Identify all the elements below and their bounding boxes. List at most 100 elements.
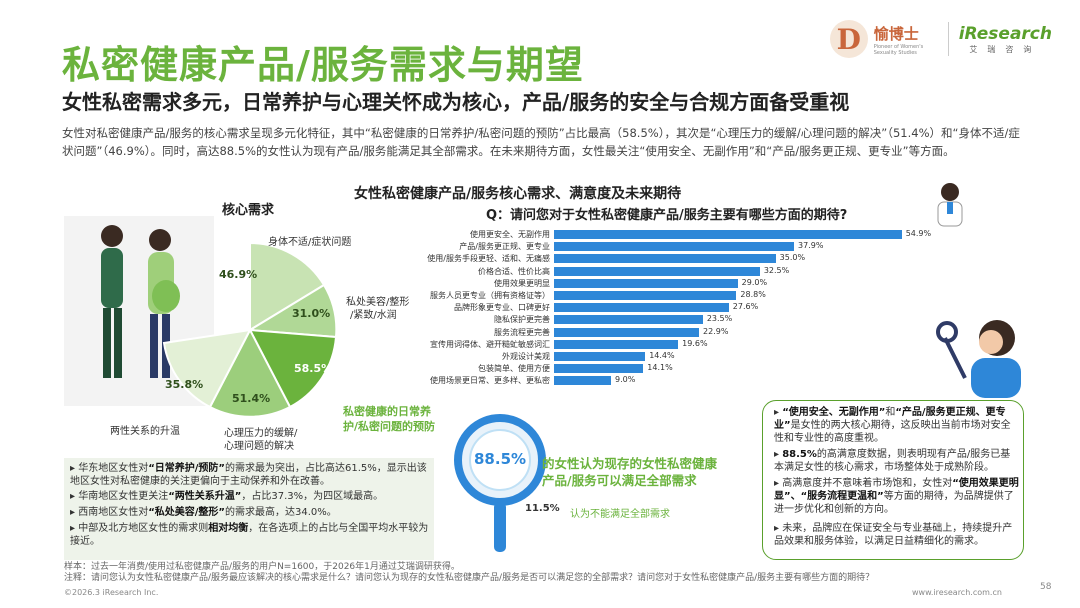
bar-value-label: 9.0%	[615, 375, 636, 385]
region-central-pre: 中部及北方地区女性的需求则	[78, 523, 209, 534]
intro-paragraph: 女性对私密健康产品/服务的核心需求呈现多元化特征，其中“私密健康的日常养护/私密…	[62, 126, 1020, 158]
bar-category-label: 产品/服务更正规、更专业	[459, 242, 550, 252]
insight-2: ▸ 88.5%的高满意度数据，则表明现有产品/服务已基本满足女性的核心需求，市场…	[774, 449, 1011, 473]
pie-slice-daily	[248, 328, 338, 409]
bar-value-label: 37.9%	[798, 241, 824, 251]
insight-1-bold1: “使用安全、无副作用”	[782, 407, 886, 418]
pie-cat-daily-2: 护/私密问题的预防	[343, 420, 436, 433]
iresearch-name-cn: 艾瑞咨询	[969, 44, 1042, 54]
satisfied-line-2: 产品/服务可以满足全部需求	[542, 473, 697, 488]
footnote-note: 注释：请问您认为女性私密健康产品/服务最应该解决的核心需求是什么？请问您认为现存…	[64, 573, 875, 583]
region-central-post: ，在各选项上的占比与全国平均水平较为接近。	[70, 523, 429, 547]
chart-section-title: 女性私密健康产品/服务核心需求、满意度及未来期待	[354, 186, 682, 202]
bar-track: 32.5%	[554, 265, 800, 276]
page-number: 58	[1040, 582, 1052, 592]
region-finding-east: ▸ 华东地区女性对“日常养护/预防”的需求最为突出，占比高达61.5%，显示出该…	[70, 463, 427, 487]
region-east-bold: “日常养护/预防”	[148, 463, 225, 474]
bar-category-label: 包装简单、使用方便	[478, 364, 550, 374]
bar-value-label: 14.4%	[649, 351, 675, 360]
satisfied-description: 的女性认为现存的女性私密健康 产品/服务可以满足全部需求	[542, 455, 717, 489]
bar-mark	[554, 364, 644, 374]
region-south-post: ，占比37.3%，为四区域最高。	[241, 491, 384, 502]
bar-track: 28.8%	[554, 290, 776, 300]
pie-cat-daily: 私密健康的日常养 护/私密问题的预防	[343, 404, 435, 434]
bar-row: 外观设计美观 14.4%	[380, 351, 685, 362]
bar-row: 服务流程更完善 22.9%	[380, 327, 739, 338]
unsatisfied-percent: 11.5%	[525, 503, 560, 514]
satisfied-line-1: 的女性认为现存的女性私密健康	[542, 456, 718, 471]
bar-mark	[554, 266, 760, 276]
insight-4: ▸ 未来，品牌应在保证安全与专业基础上，持续提升产品效果和服务体验，以满足日益精…	[774, 523, 1013, 547]
pie-cat-relation: 两性关系的升温	[110, 426, 180, 437]
page-title: 私密健康产品/服务需求与期望	[62, 43, 584, 87]
bar-value-label: 28.8%	[740, 290, 766, 299]
insight-1-post: 是女性的两大核心期待，这反映出当前市场对安全性和专业性的高度重视。	[774, 420, 1011, 444]
pie-slice-relation	[162, 328, 252, 409]
pie-cat-beauty-1: 私处美容/整形	[346, 297, 410, 308]
insight-3-bold2: “使用效果更明显”、“服务流程更温和”	[774, 478, 1019, 502]
brand-logo-icon: D	[829, 20, 868, 58]
pie-cat-daily-1: 私密健康的日常养	[343, 405, 431, 418]
pie-value-beauty: 31.0%	[292, 307, 331, 320]
bar-row: 价格合适、性价比高 32.5%	[380, 266, 800, 277]
bar-mark	[554, 327, 700, 337]
bar-row: 使用效果更明显 29.0%	[380, 278, 778, 289]
iresearch-logo: iResearch 艾瑞咨询	[959, 24, 1052, 55]
insight-1-mid: 和	[885, 407, 896, 418]
insight-1-bold2: “产品/服务更正规、更专业”	[774, 407, 1006, 431]
region-southwest-pre: 西南地区女性对	[78, 507, 149, 518]
region-south-bold: “两性关系升温”	[168, 491, 242, 502]
bar-category-label: 价格合适、性价比高	[478, 266, 550, 276]
bar-track: 9.0%	[554, 375, 651, 386]
bar-row: 服务人员更专业（拥有资格证等） 28.8%	[380, 290, 776, 301]
core-needs-label: 核心需求	[222, 203, 275, 218]
brand-logo-text: 愉博士 Pioneer of Women's Sexuality Studies	[874, 23, 938, 56]
bar-track: 54.9%	[554, 229, 942, 239]
bar-category-label: 隐私保护更完善	[494, 315, 550, 325]
logo-group: D 愉博士 Pioneer of Women's Sexuality Studi…	[829, 20, 1052, 58]
bar-mark	[554, 303, 729, 313]
bar-value-label: 35.0%	[779, 253, 806, 263]
regional-findings-box	[64, 458, 434, 560]
pie-value-mental: 51.4%	[232, 392, 271, 405]
bar-value-label: 27.6%	[732, 302, 759, 312]
bar-track: 37.9%	[554, 241, 834, 252]
satisfied-percent: 88.5%	[474, 450, 527, 468]
bar-category-label: 服务人员更专业（拥有资格证等）	[430, 291, 550, 300]
bar-mark	[554, 278, 738, 288]
region-southwest-post: 的需求最高，达34.0%。	[225, 507, 337, 518]
pie-value-relation: 35.8%	[165, 378, 204, 391]
region-finding-southwest: ▸ 西南地区女性对“私处美容/整形”的需求最高，达34.0%。	[70, 507, 337, 518]
bar-row: 使用/服务手段更轻、适和、无痛感 35.0%	[380, 253, 816, 264]
bar-track: 35.0%	[554, 253, 816, 264]
doctor-icon	[937, 183, 963, 227]
website-link[interactable]: www.iresearch.com.cn	[912, 588, 1002, 597]
brand-name-cn: 愉博士	[873, 24, 919, 43]
region-south-pre: 华南地区女性更关注	[78, 491, 169, 502]
bar-category-label: 使用效果更明显	[494, 278, 550, 288]
insights-box	[762, 400, 1024, 560]
bar-category-label: 外观设计美观	[502, 352, 550, 361]
insight-3-post: 等方面的期待，为品牌提供了进一步优化和创新的方向。	[774, 491, 1014, 515]
bar-value-label: 19.6%	[682, 338, 708, 348]
bar-track: 22.9%	[554, 327, 739, 337]
iresearch-name: iResearch	[958, 23, 1052, 44]
pie-slice-mental	[208, 327, 292, 418]
bar-track: 19.6%	[554, 338, 718, 349]
pie-value-daily: 58.5%	[294, 362, 333, 375]
bar-category-label: 使用场景更日常、更多样、更私密	[430, 376, 550, 386]
bar-mark	[554, 291, 737, 300]
footnote-sample: 样本：过去一年消费/使用过私密健康产品/服务的用户N=1600，于2026年1月…	[64, 562, 460, 572]
insight-3-mid: 高满意度并不意味着市场饱和，女性对	[782, 478, 953, 489]
bar-row: 使用更安全、无副作用 54.9%	[380, 229, 942, 240]
bar-category-label: 使用/服务手段更轻、适和、无痛感	[427, 254, 550, 264]
bar-track: 14.1%	[554, 363, 683, 374]
bar-category-label: 品牌形象更专业、口碑更好	[454, 303, 550, 313]
bar-row: 宣传用词得体、避开糙虻敏感词汇 19.6%	[380, 339, 718, 350]
bar-track: 23.5%	[554, 314, 743, 325]
magnifier-icon	[454, 414, 546, 552]
copyright: ©2026.3 iResearch Inc.	[64, 588, 159, 597]
region-central-bold: 相对均衡	[208, 523, 249, 534]
bar-value-label: 32.5%	[763, 265, 790, 275]
bar-track: 29.0%	[554, 278, 778, 288]
